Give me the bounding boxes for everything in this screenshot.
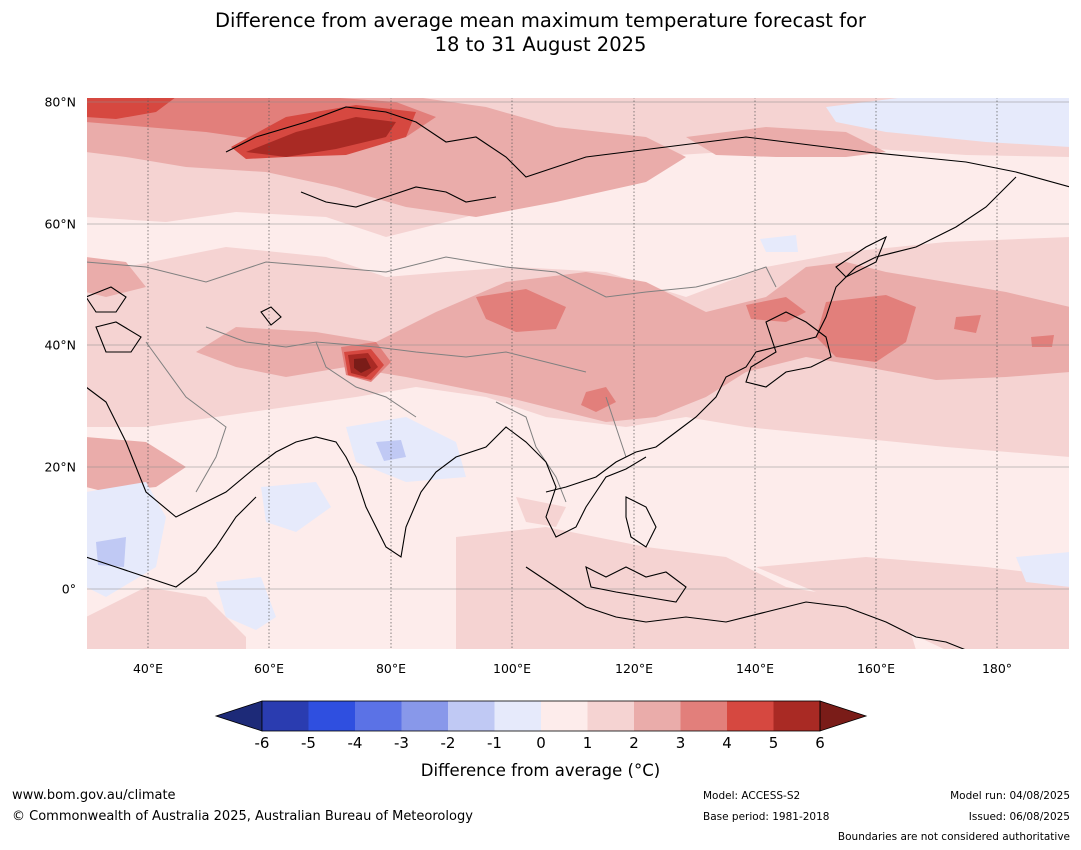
lon-label-160e: 160°E bbox=[856, 661, 896, 676]
coastlines bbox=[86, 106, 1070, 650]
colorbar-tick-label: -5 bbox=[301, 734, 316, 752]
colorbar-tick-label: 5 bbox=[768, 734, 779, 752]
lat-label-20n: 20°N bbox=[44, 459, 76, 475]
colorbar-segment bbox=[634, 701, 681, 731]
lon-label-120e: 120°E bbox=[614, 661, 654, 676]
title-line-1: Difference from average mean maximum tem… bbox=[215, 9, 866, 32]
footer-model: Model: ACCESS-S2 bbox=[703, 790, 801, 802]
colorbar-tick-label: -2 bbox=[440, 734, 456, 752]
colorbar-segment bbox=[355, 701, 402, 731]
colorbar-segment bbox=[448, 701, 495, 731]
colorbar-segment bbox=[308, 701, 355, 731]
colorbar-segment bbox=[262, 701, 309, 731]
colorbar-tick-label: -4 bbox=[347, 734, 363, 752]
lon-label-180: 180° bbox=[981, 661, 1013, 676]
lon-label-140e: 140°E bbox=[735, 661, 775, 676]
colorbar-tick-label: 1 bbox=[582, 734, 593, 752]
colorbar-extend-low bbox=[214, 700, 263, 732]
forecast-map[interactable] bbox=[86, 97, 1070, 650]
lon-label-40e: 40°E bbox=[132, 661, 164, 676]
colorbar bbox=[214, 700, 868, 732]
footer-website[interactable]: www.bom.gov.au/climate bbox=[12, 788, 176, 803]
map-frame bbox=[86, 97, 1070, 650]
colorbar-tick-label: -1 bbox=[487, 734, 502, 752]
colorbar-tick-label: -6 bbox=[254, 734, 270, 752]
country-borders bbox=[86, 256, 777, 503]
colorbar-segment bbox=[494, 701, 541, 731]
colorbar-title: Difference from average (°C) bbox=[420, 761, 661, 780]
colorbar-tick-label: 3 bbox=[675, 734, 686, 752]
anomaly-above-6 bbox=[354, 358, 371, 373]
colorbar-segment bbox=[541, 701, 588, 731]
footer-copyright: © Commonwealth of Australia 2025, Austra… bbox=[12, 809, 473, 824]
colorbar-tick-label: 2 bbox=[629, 734, 639, 752]
title-line-2: 18 to 31 August 2025 bbox=[434, 33, 647, 56]
lon-label-100e: 100°E bbox=[492, 661, 532, 676]
colorbar-tick-label: 0 bbox=[536, 734, 546, 752]
graticule-lon bbox=[147, 97, 998, 650]
anomaly-minus-1-to-0 bbox=[86, 97, 1070, 630]
footer-model-run: Model run: 04/08/2025 bbox=[950, 790, 1070, 802]
colorbar-segment bbox=[587, 701, 634, 731]
colorbar-segment bbox=[773, 701, 820, 731]
colorbar-extend-high bbox=[819, 700, 868, 732]
lon-label-80e: 80°E bbox=[375, 661, 407, 676]
lat-label-0: 0° bbox=[61, 581, 76, 597]
colorbar-segment bbox=[401, 701, 448, 731]
colorbar-tick-label: 6 bbox=[815, 734, 825, 752]
map-title: Difference from average mean maximum tem… bbox=[0, 9, 1081, 57]
lon-label-60e: 60°E bbox=[253, 661, 285, 676]
lat-label-80n: 80°N bbox=[44, 94, 76, 110]
colorbar-segment bbox=[680, 701, 727, 731]
footer-issued: Issued: 06/08/2025 bbox=[968, 811, 1070, 823]
lat-label-60n: 60°N bbox=[44, 216, 76, 232]
colorbar-tick-label: 4 bbox=[722, 734, 732, 752]
footer-base-period: Base period: 1981-2018 bbox=[703, 811, 830, 823]
colorbar-segment bbox=[727, 701, 774, 731]
graticule bbox=[86, 101, 1070, 590]
colorbar-frame bbox=[261, 700, 821, 732]
lat-label-40n: 40°N bbox=[44, 337, 76, 353]
map-canvas bbox=[86, 97, 1070, 650]
colorbar-tick-label: -3 bbox=[394, 734, 409, 752]
footer-disclaimer: Boundaries are not considered authoritat… bbox=[837, 831, 1070, 843]
